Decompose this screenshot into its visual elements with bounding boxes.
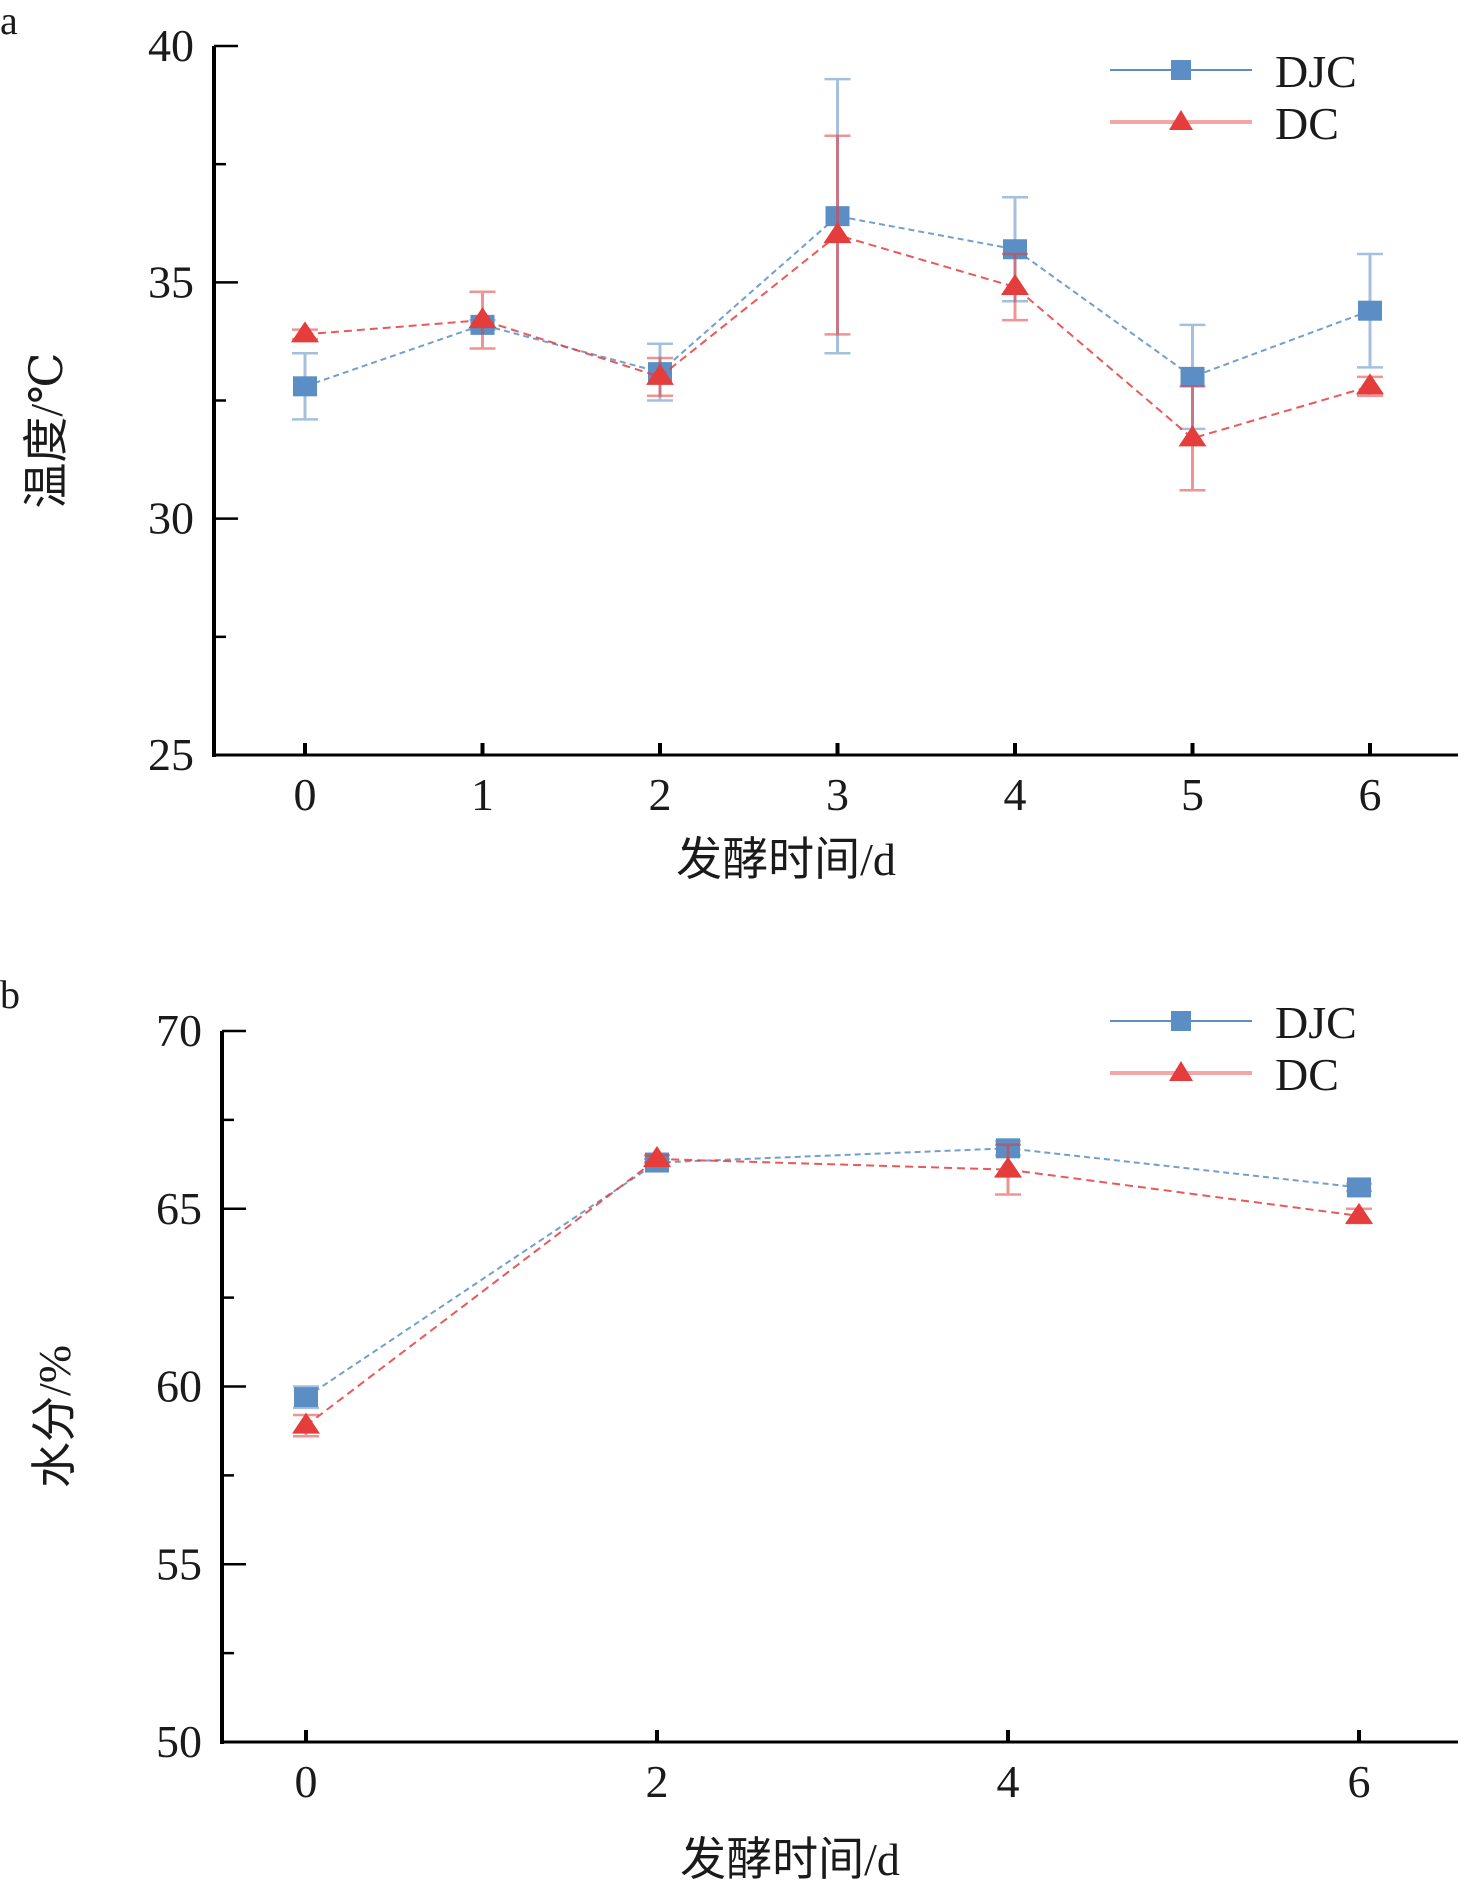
y-axis-title: 温度/℃ — [21, 352, 72, 508]
legend-item-djc: DJC — [1110, 46, 1357, 97]
legend-marker-triangle — [1169, 1061, 1193, 1081]
y-tick-label: 25 — [148, 729, 194, 780]
legend-label: DC — [1275, 98, 1339, 149]
x-axis-title: 发酵时间/d — [680, 1834, 900, 1885]
data-point-dc — [1001, 274, 1029, 296]
legend-marker-square — [1171, 1011, 1191, 1031]
x-tick-label: 3 — [826, 769, 849, 820]
data-point-djc — [293, 376, 317, 397]
panel-label-b: b — [0, 972, 20, 1017]
y-tick-label: 70 — [156, 1005, 202, 1056]
data-point-dc — [292, 1412, 320, 1434]
x-tick-label: 6 — [1348, 1756, 1371, 1807]
y-axis-title: 水分/% — [29, 1345, 80, 1488]
panel-label-a: a — [0, 0, 18, 43]
x-tick-label: 4 — [1004, 769, 1027, 820]
data-point-djc — [1347, 1177, 1371, 1198]
x-tick-label: 0 — [295, 1756, 318, 1807]
legend-marker-square — [1171, 60, 1191, 80]
series-line-dc — [305, 1157, 1360, 1427]
series-djc — [293, 1138, 1372, 1410]
data-point-djc — [1358, 300, 1382, 321]
data-point-dc — [1345, 1202, 1373, 1224]
data-point-dc — [823, 222, 852, 244]
legend-label: DJC — [1275, 46, 1357, 97]
y-tick-label: 35 — [148, 256, 194, 307]
data-point-dc — [646, 363, 674, 385]
legend-marker-triangle — [1169, 110, 1193, 130]
y-tick-label: 30 — [148, 493, 194, 544]
series-dc — [292, 1143, 1373, 1438]
data-point-dc — [1356, 373, 1384, 395]
x-tick-label: 4 — [997, 1756, 1020, 1807]
x-tick-label: 1 — [471, 769, 494, 820]
y-tick-label: 40 — [148, 20, 194, 71]
legend-item-dc: DC — [1110, 98, 1339, 149]
y-tick-label: 55 — [156, 1538, 202, 1589]
y-tick-label: 65 — [156, 1183, 202, 1234]
data-point-dc — [468, 307, 497, 329]
y-tick-label: 60 — [156, 1361, 202, 1412]
legend-label: DJC — [1275, 997, 1357, 1048]
data-point-dc — [643, 1145, 671, 1167]
x-tick-label: 6 — [1359, 769, 1382, 820]
legend-item-dc: DC — [1110, 1049, 1339, 1100]
legend-label: DC — [1275, 1049, 1339, 1100]
series-dc — [291, 134, 1384, 492]
series-line-djc — [305, 1147, 1360, 1398]
data-point-djc — [294, 1387, 318, 1408]
x-tick-label: 2 — [646, 1756, 669, 1807]
data-point-dc — [1178, 425, 1207, 447]
x-tick-label: 2 — [649, 769, 672, 820]
x-tick-label: 5 — [1181, 769, 1204, 820]
data-point-djc — [1180, 366, 1205, 387]
x-tick-label: 0 — [294, 769, 317, 820]
y-tick-label: 50 — [156, 1716, 202, 1767]
data-point-dc — [994, 1156, 1022, 1178]
legend-item-djc: DJC — [1110, 997, 1357, 1048]
data-point-dc — [291, 321, 319, 343]
x-axis-title: 发酵时间/d — [676, 834, 896, 885]
